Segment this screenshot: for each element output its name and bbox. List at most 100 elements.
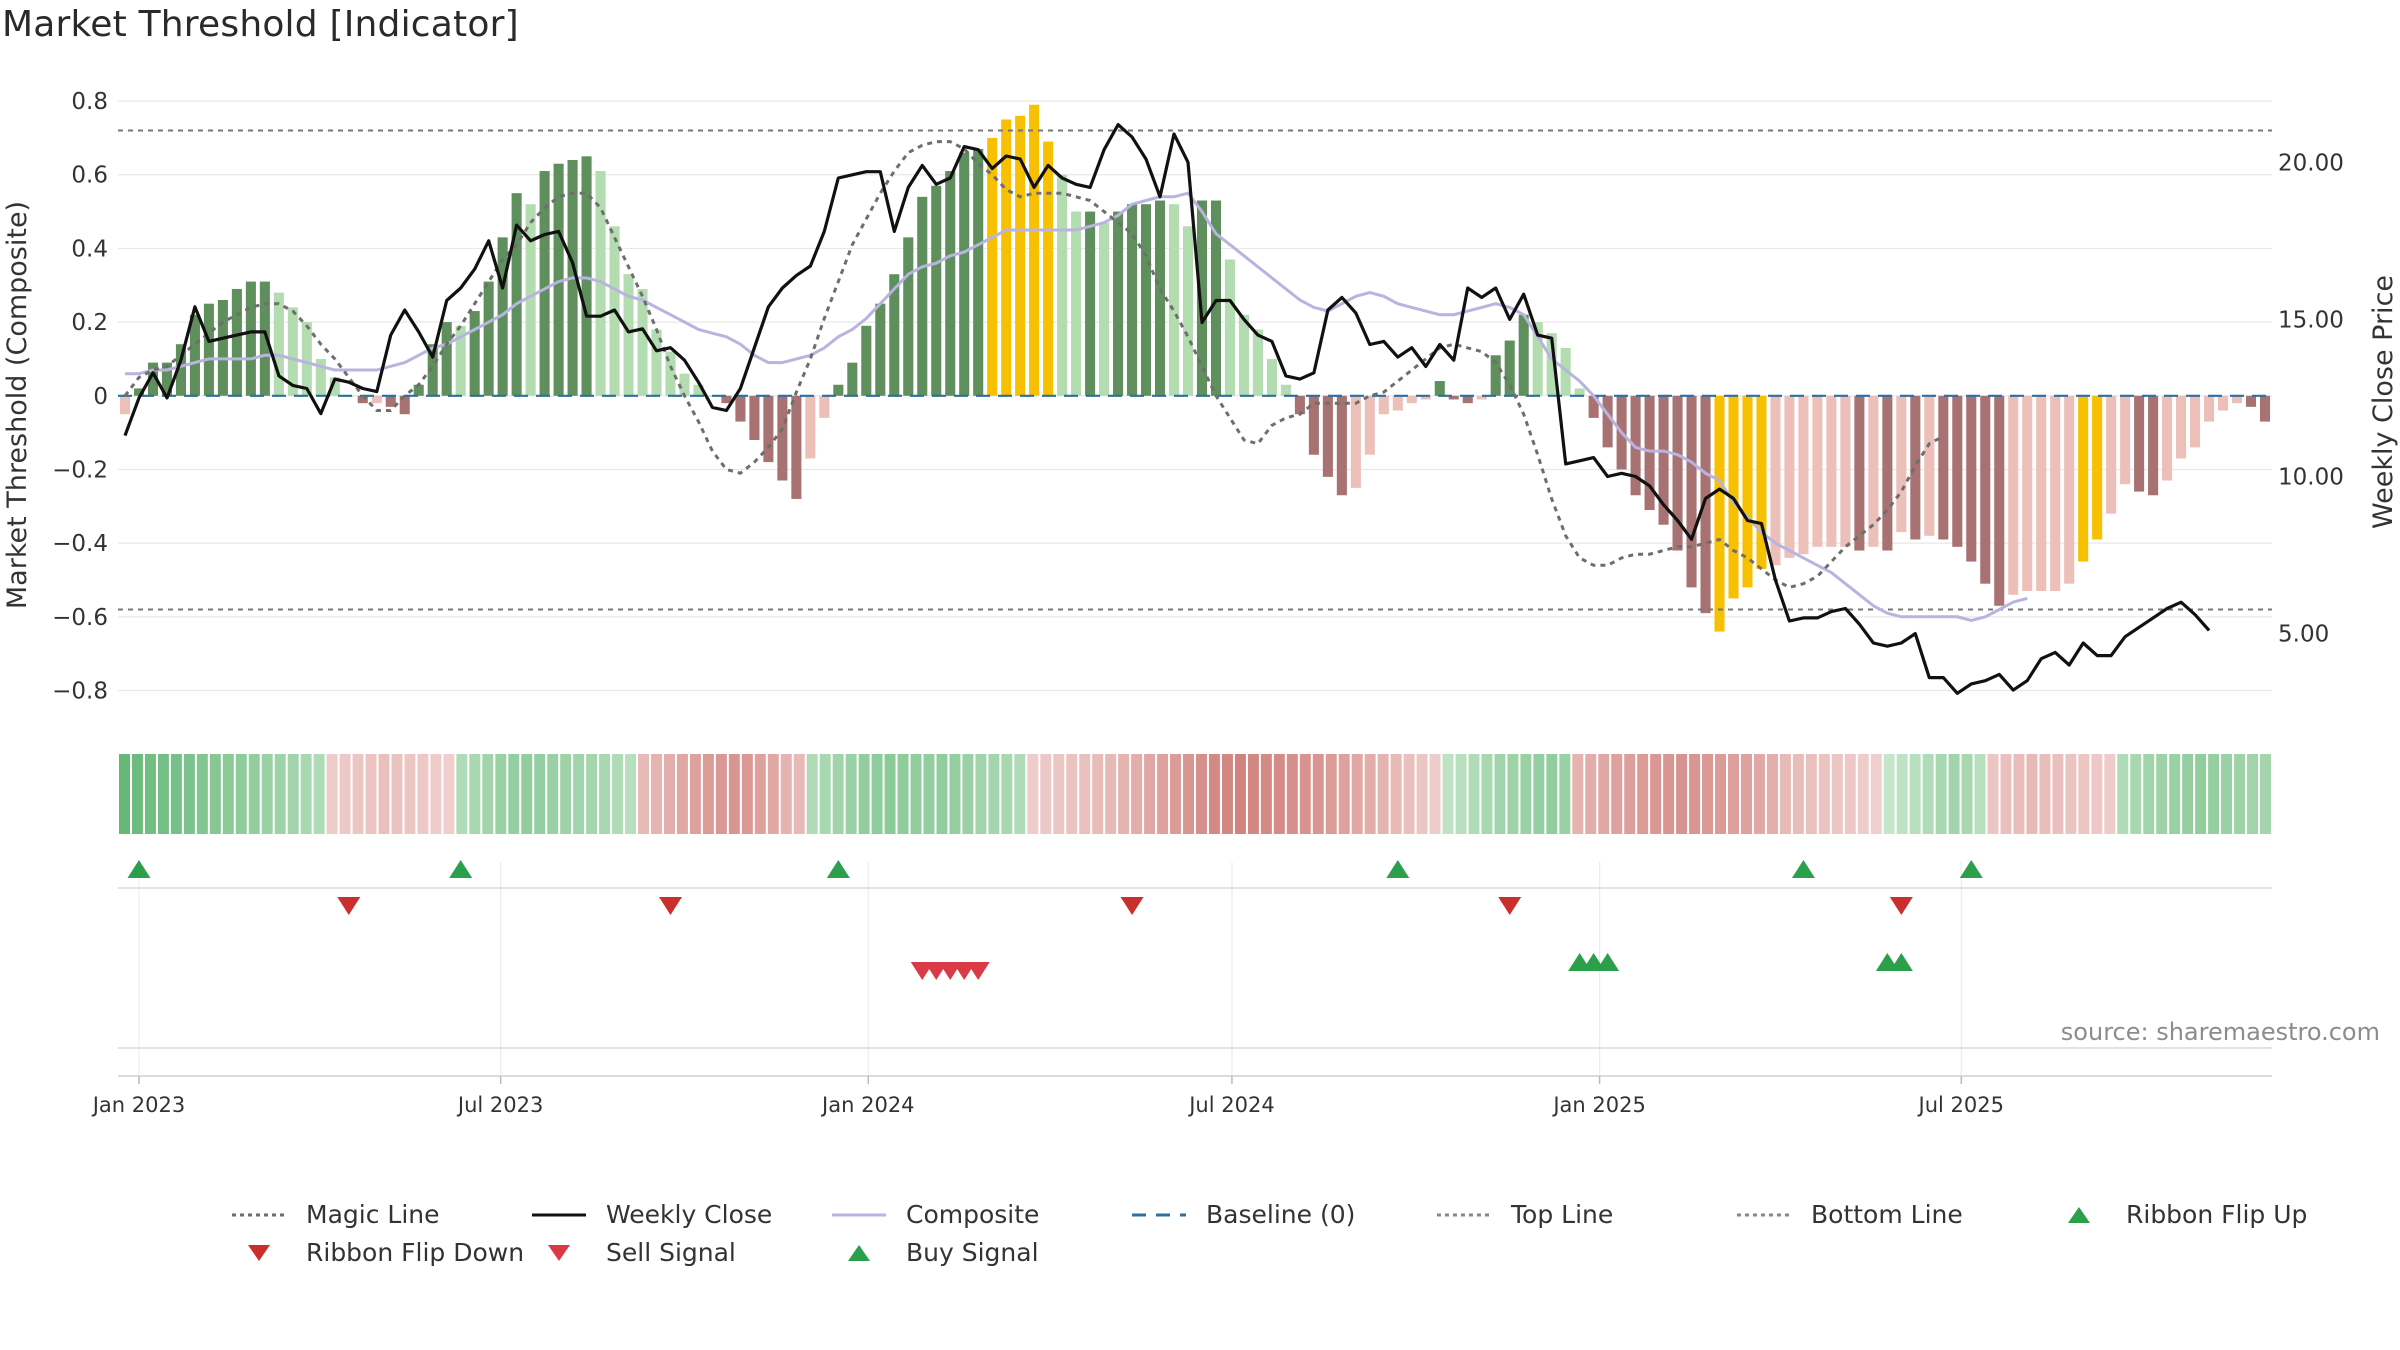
ribbon-cell — [456, 754, 468, 834]
legend-swatch — [1437, 1213, 1491, 1216]
composite-bar — [1252, 329, 1263, 396]
composite-bar — [245, 281, 256, 396]
ribbon-cell — [676, 754, 688, 834]
ribbon-cell — [767, 754, 779, 834]
composite-bar — [1015, 115, 1026, 396]
composite-bar — [2134, 395, 2145, 492]
ribbon-cell — [1546, 754, 1558, 834]
ribbon-cell — [131, 754, 143, 834]
composite-bar — [315, 358, 326, 396]
composite-bar — [539, 171, 550, 396]
composite-bar — [231, 288, 242, 396]
ribbon-cell — [170, 754, 182, 834]
ribbon-cell — [1027, 754, 1039, 834]
sell-signal-marker — [966, 962, 990, 980]
ribbon-cell — [832, 754, 844, 834]
legend-label: Bottom Line — [1811, 1200, 1963, 1229]
x-tick-label: Jul 2025 — [1917, 1093, 2004, 1117]
right-tick-label: 5.00 — [2278, 622, 2329, 648]
ribbon-cell — [1131, 754, 1143, 834]
composite-bar — [945, 171, 956, 396]
composite-bar — [875, 303, 886, 396]
composite-bar — [1266, 358, 1277, 396]
ribbon-cell — [1728, 754, 1739, 834]
composite-bar — [2078, 395, 2089, 562]
composite-bar — [1980, 395, 1991, 584]
composite-bar — [1742, 395, 1753, 588]
weekly-close-line — [123, 122, 2211, 695]
composite-bar — [2190, 395, 2201, 448]
composite-bar — [147, 362, 159, 396]
ribbon-cell — [313, 754, 325, 834]
ribbon-cell — [702, 754, 714, 834]
right-tick-label: 20.00 — [2278, 150, 2344, 176]
composite-bar — [189, 314, 200, 396]
ribbon-cell — [1663, 754, 1675, 834]
ribbon-cell — [638, 754, 650, 834]
composite-bar — [1882, 395, 1893, 551]
ribbon-cell — [936, 754, 948, 834]
legend-label: Top Line — [1511, 1200, 1614, 1229]
left-tick-label: −0.4 — [52, 531, 108, 557]
composite-bar — [2162, 395, 2173, 481]
composite-bar — [1490, 355, 1501, 396]
composite-bar — [917, 196, 928, 396]
ribbon-cell — [2039, 754, 2051, 834]
buy-signal-marker — [1889, 953, 1913, 971]
ribbon-flip-down-marker — [658, 897, 682, 915]
ribbon-cell — [975, 754, 987, 834]
ribbon-cell — [1247, 754, 1259, 834]
composite-bar — [973, 148, 984, 396]
composite-bar — [1658, 395, 1669, 525]
composite-bar — [2120, 395, 2131, 485]
x-tick-label: Jul 2024 — [1187, 1093, 1274, 1117]
ribbon-cell — [1689, 754, 1701, 834]
composite-bar — [2245, 395, 2257, 407]
ribbon-flip-up-marker — [1386, 860, 1410, 878]
ribbon-cell — [1844, 754, 1856, 834]
x-tick-label: Jan 2024 — [820, 1093, 915, 1117]
ribbon-cell — [1598, 754, 1610, 834]
legend-swatch — [848, 1244, 870, 1261]
ribbon-cell — [1234, 754, 1246, 834]
ribbon-cell — [2143, 754, 2155, 834]
ribbon-cell — [469, 754, 481, 834]
x-tick-label: Jul 2023 — [456, 1093, 543, 1117]
composite-bar — [1196, 200, 1208, 396]
legend-item: Ribbon Flip Up — [2050, 1200, 2307, 1229]
legend-swatch — [532, 1213, 586, 1216]
ribbon-cell — [1338, 754, 1350, 834]
composite-bar — [1518, 314, 1529, 396]
composite-bar — [1001, 119, 1012, 396]
legend: Magic Line Weekly Close Composite Baseline … — [230, 1200, 2380, 1300]
ribbon-cell — [339, 754, 351, 834]
ribbon-cell — [1118, 754, 1130, 834]
legend-item: Buy Signal — [830, 1238, 1039, 1267]
ribbon-cell — [1572, 754, 1584, 834]
composite-bar — [133, 388, 145, 396]
composite-bar — [2022, 395, 2033, 592]
composite-bar — [987, 137, 998, 396]
ribbon-cell — [2156, 754, 2168, 834]
ribbon-cell — [2195, 754, 2207, 834]
composite-bar — [1448, 395, 1459, 400]
ribbon-flip-up-marker — [1791, 860, 1815, 878]
ribbon-cell — [1170, 754, 1182, 834]
ribbon-cell — [2182, 754, 2194, 834]
composite-bar — [1994, 395, 2005, 606]
ribbon-cell — [858, 754, 870, 834]
composite-bar — [2231, 395, 2243, 404]
ribbon-cell — [923, 754, 935, 834]
ribbon-cell — [715, 754, 727, 834]
composite-bar — [1784, 395, 1795, 558]
ribbon-cell — [274, 754, 286, 834]
ribbon-cell — [1053, 754, 1065, 834]
composite-bar — [1099, 222, 1110, 396]
ribbon-cell — [495, 754, 507, 834]
ribbon-cell — [1351, 754, 1363, 834]
composite-bar — [1588, 395, 1599, 418]
legend-swatch — [1737, 1213, 1791, 1216]
ribbon-cell — [1961, 754, 1973, 834]
ribbon-cell — [1585, 754, 1597, 834]
legend-label: Magic Line — [306, 1200, 440, 1229]
